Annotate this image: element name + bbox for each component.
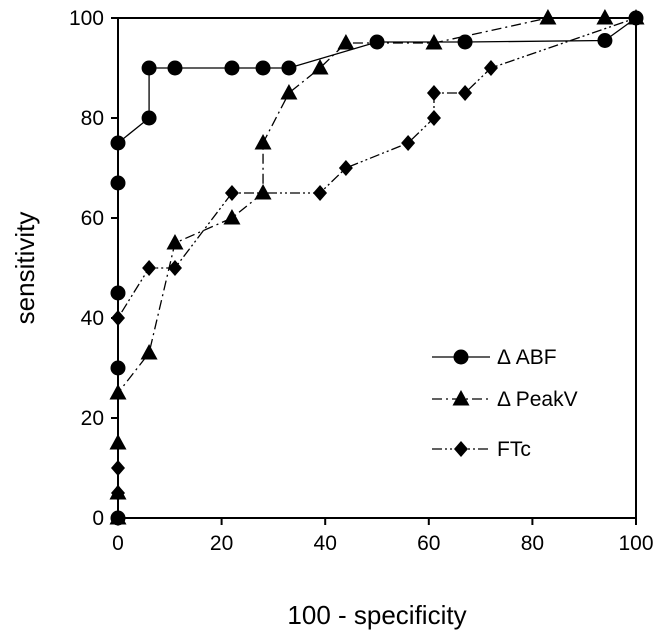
data-point [425, 34, 443, 50]
data-point [254, 134, 272, 150]
data-point [111, 460, 125, 476]
data-point [337, 34, 355, 50]
data-point [224, 185, 239, 201]
series-peakv [109, 9, 645, 525]
data-point [597, 33, 613, 48]
x-tick-label: 20 [210, 532, 233, 555]
data-point [110, 285, 126, 301]
legend: Δ ABF Δ PeakV FTc [432, 346, 578, 461]
data-point [311, 59, 329, 75]
data-point [166, 234, 184, 250]
data-point [458, 85, 473, 101]
series-layer [109, 9, 645, 526]
data-point [255, 60, 271, 76]
series-line [117, 17, 637, 518]
series-abf [110, 10, 644, 526]
data-point [483, 60, 498, 76]
series-line [117, 17, 637, 518]
x-tick-label: 80 [521, 532, 544, 555]
y-tick-label: 40 [81, 307, 104, 330]
data-point [223, 209, 241, 225]
x-tick-label: 0 [112, 532, 124, 555]
data-point [338, 160, 353, 176]
x-axis-title: 100 - specificity [287, 600, 466, 630]
data-point [629, 10, 643, 26]
data-point [281, 60, 297, 76]
data-point [254, 184, 272, 200]
y-tick-label: 100 [69, 7, 104, 30]
data-point [313, 185, 328, 201]
data-point [457, 34, 473, 50]
data-point [111, 510, 125, 526]
legend-item: FTc [432, 438, 531, 461]
legend-label: Δ ABF [497, 346, 557, 369]
x-tick-label: 60 [417, 532, 440, 555]
legend-marker [452, 390, 470, 406]
data-point [401, 135, 416, 151]
data-point [111, 310, 125, 326]
data-point [142, 260, 157, 276]
data-point [110, 135, 126, 151]
series-ftc [111, 10, 643, 526]
data-point [141, 110, 157, 126]
y-axis-title: sensitivity [10, 212, 40, 325]
y-tick-label: 20 [81, 407, 104, 430]
data-point [426, 85, 441, 101]
data-point [167, 260, 182, 276]
data-point [111, 485, 125, 501]
legend-label: FTc [497, 438, 531, 461]
data-point [224, 60, 240, 76]
data-point [110, 360, 126, 376]
axis-ticks: 0 20 40 60 80 100 0 20 40 60 80 100 [69, 7, 654, 555]
data-point [110, 175, 126, 191]
y-tick-label: 0 [92, 507, 104, 530]
data-point [426, 110, 441, 126]
plot-frame [117, 17, 637, 519]
series-line [117, 17, 636, 518]
legend-item: Δ PeakV [432, 388, 578, 411]
legend-marker [453, 349, 469, 365]
data-point [109, 384, 127, 400]
legend-item: Δ ABF [432, 346, 557, 369]
x-tick-label: 40 [314, 532, 337, 555]
data-point [596, 9, 614, 25]
data-point [167, 60, 183, 76]
data-point [539, 9, 557, 25]
plot-area [117, 17, 637, 519]
data-point [140, 344, 158, 360]
data-point [280, 84, 298, 100]
y-tick-label: 60 [81, 207, 104, 230]
data-point [141, 60, 157, 76]
data-point [369, 34, 385, 50]
x-tick-label: 100 [618, 532, 653, 555]
legend-marker [454, 441, 468, 457]
y-tick-label: 80 [81, 107, 104, 130]
legend-label: Δ PeakV [497, 388, 578, 411]
